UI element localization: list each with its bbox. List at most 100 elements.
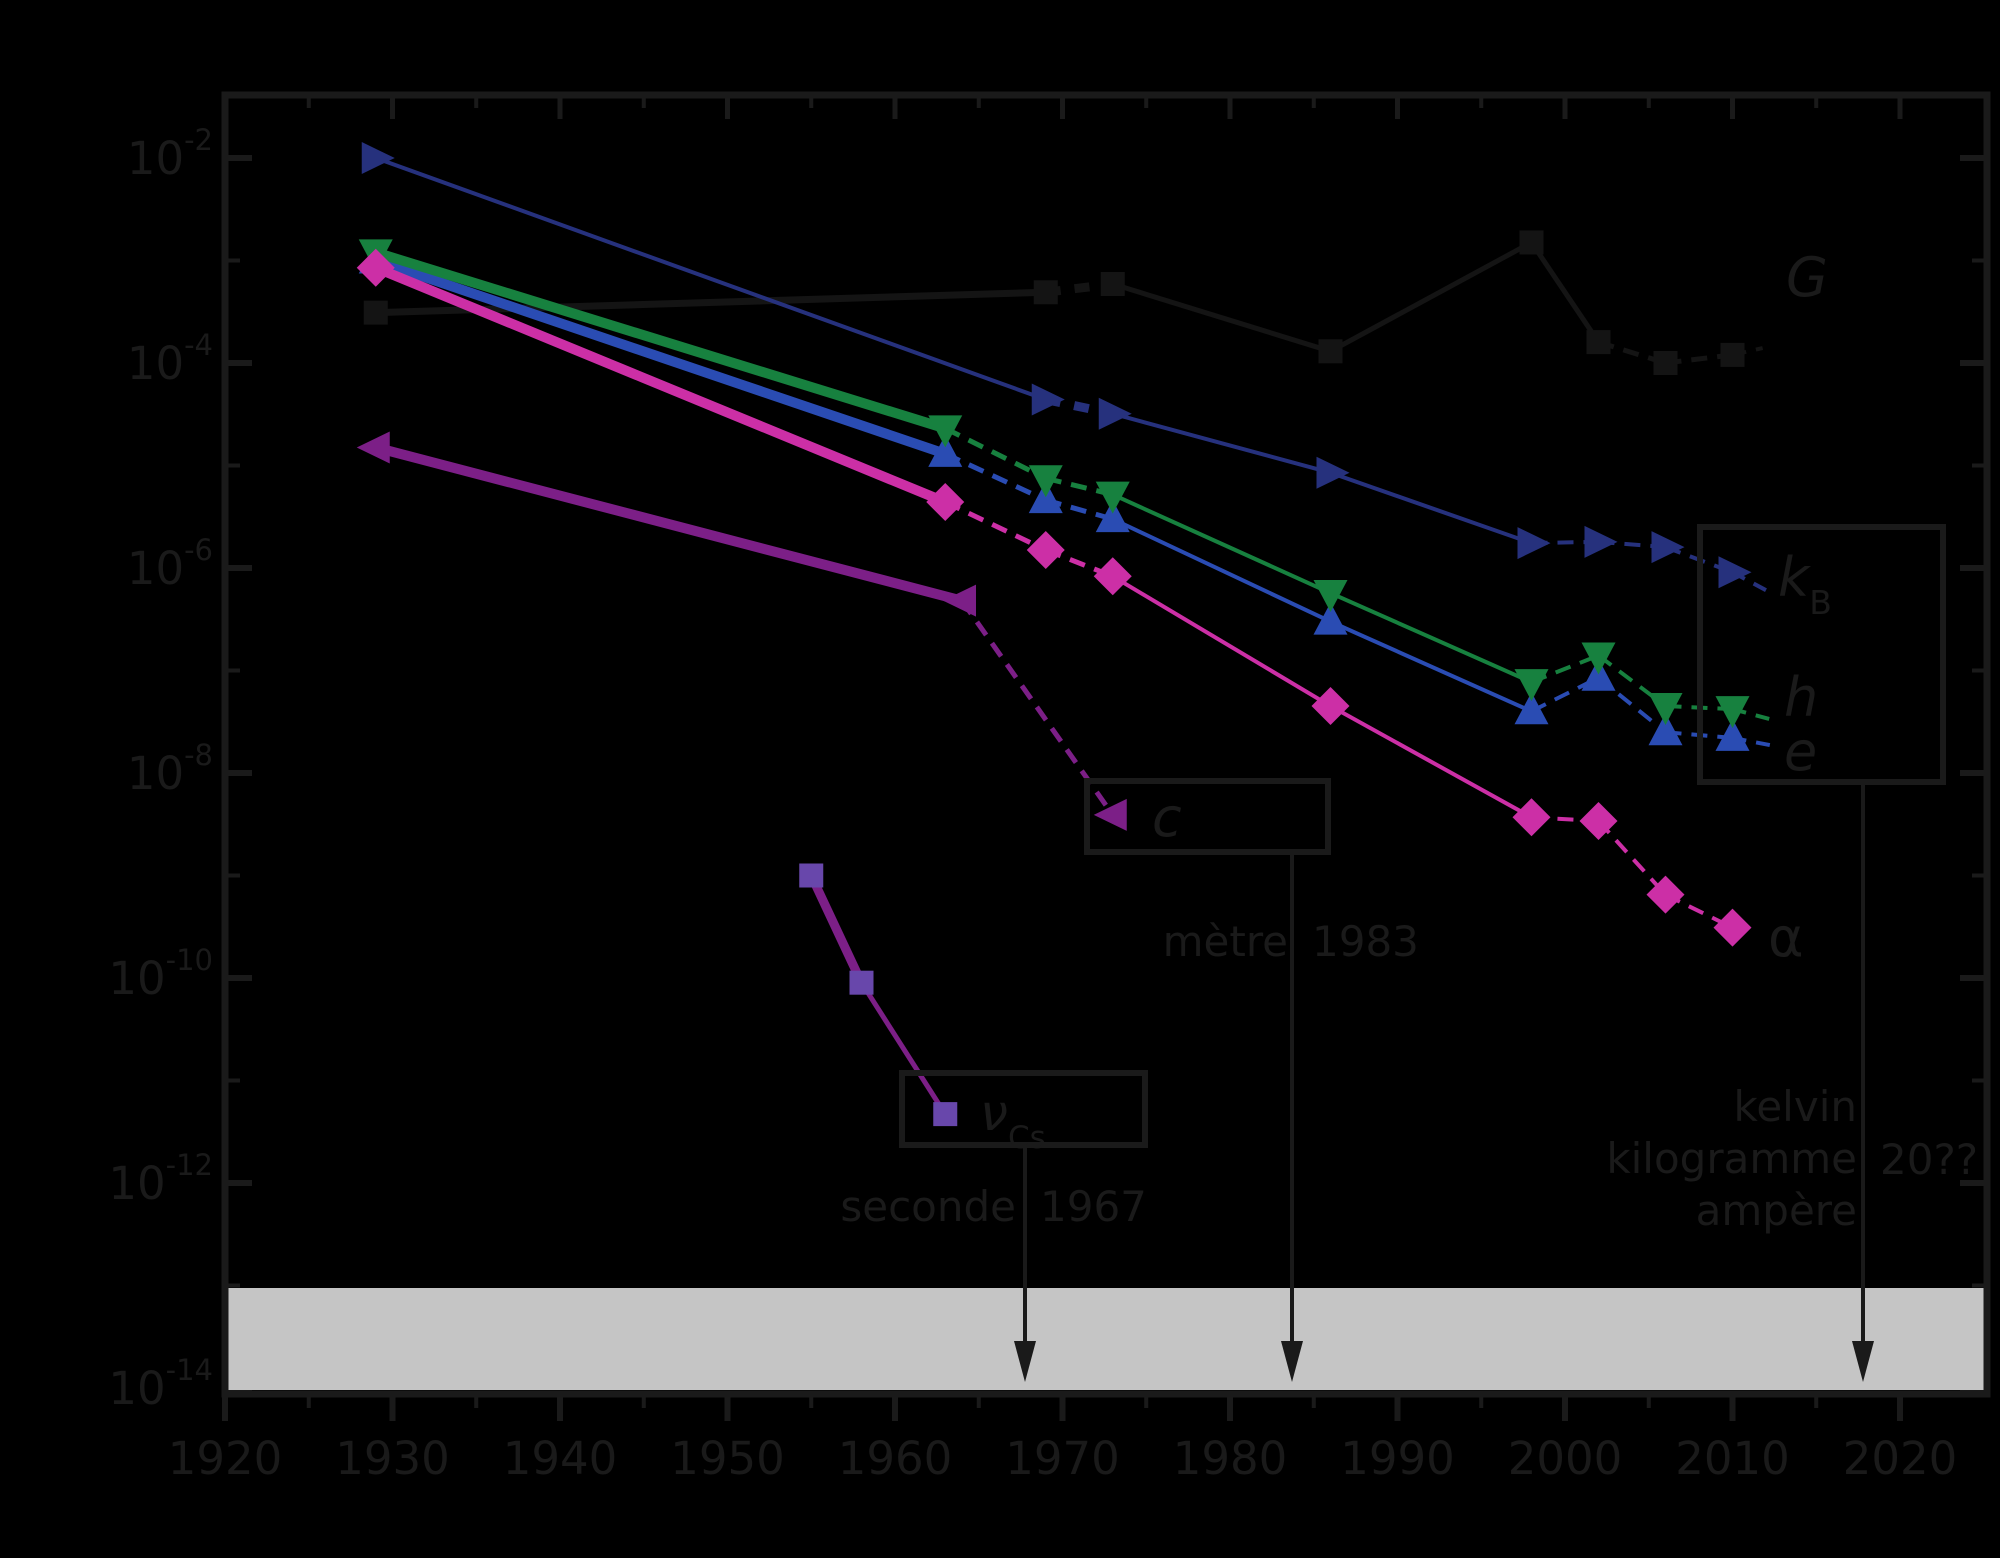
- marker-diamond-icon: [1311, 687, 1350, 726]
- x-tick-label: 1920: [168, 1432, 283, 1485]
- series-label-c: c: [1152, 786, 1182, 849]
- marker-diamond-icon: [1512, 798, 1551, 837]
- series-e-segment: [374, 255, 947, 459]
- series-G-segment: [1329, 240, 1533, 354]
- khe-box: [1697, 524, 1946, 785]
- kilogramme-label: kilogramme: [1606, 1134, 1857, 1183]
- marker-triangle-right-icon: [1651, 531, 1685, 564]
- series-h-segment: [374, 247, 947, 434]
- annotation-stems: [1014, 782, 1874, 1382]
- series-kB-segment: [375, 156, 1047, 402]
- metre-year: 1983: [1312, 917, 1419, 966]
- y-tick-label: 10-8: [127, 738, 213, 800]
- marker-triangle-left-icon: [356, 431, 390, 464]
- future-year: 20??: [1880, 1135, 1978, 1184]
- series-labels: GkB he α c νCs: [980, 246, 1832, 1156]
- nu-box-arrowhead-icon: [1014, 1341, 1036, 1382]
- series-h-segment: [1111, 492, 1332, 595]
- x-tick-label: 1930: [335, 1432, 450, 1485]
- target-uncertainty-band: [228, 1288, 1984, 1390]
- marker-triangle-left-icon: [1093, 798, 1127, 831]
- khe-box-arrowhead-icon: [1852, 1341, 1874, 1382]
- series-label-k: kB: [1778, 546, 1832, 622]
- series-G-segment: [1112, 281, 1332, 354]
- axis-ticks: [222, 97, 1985, 1421]
- marker-square-icon: [1653, 351, 1678, 375]
- marker-triangle-right-icon: [1584, 525, 1618, 558]
- marker-triangle-up-icon: [1581, 658, 1616, 691]
- series-nuCs: [799, 863, 958, 1127]
- series-label-ν: νCs: [980, 1084, 1046, 1156]
- series-G-segment: [1529, 241, 1601, 344]
- marker-triangle-down-icon: [1581, 642, 1616, 675]
- series-h-segment: [1597, 653, 1667, 708]
- series-label-α: α: [1768, 906, 1804, 969]
- x-tick-label: 2000: [1508, 1432, 1623, 1485]
- x-tick-labels: 1920 1930 1940 1950 1960 1970 1980 1990 2000 2010…: [168, 1432, 1958, 1485]
- marker-diamond-icon: [1579, 802, 1618, 841]
- marker-triangle-down-icon: [1028, 465, 1063, 498]
- marker-diamond-icon: [926, 483, 965, 522]
- marker-triangle-down-icon: [1313, 580, 1348, 613]
- y-tick-label: 10-10: [108, 943, 213, 1005]
- x-tick-label: 2010: [1675, 1432, 1790, 1485]
- marker-triangle-right-icon: [1031, 383, 1065, 416]
- marker-triangle-down-icon: [1514, 669, 1549, 702]
- marker-triangle-left-icon: [943, 584, 976, 617]
- marker-triangle-up-icon: [1313, 602, 1348, 635]
- marker-square-icon: [1033, 280, 1058, 305]
- marker-triangle-up-icon: [1514, 692, 1549, 725]
- series-kB: [361, 142, 1774, 596]
- series-label-h: h: [1784, 666, 1818, 729]
- series-kB-segment: [1329, 470, 1533, 545]
- marker-diamond-icon: [1646, 875, 1685, 914]
- x-tick-label: 1940: [503, 1432, 618, 1485]
- marker-triangle-down-icon: [1715, 696, 1750, 729]
- ampere-label: ampère: [1696, 1186, 1857, 1235]
- marker-square-icon: [799, 863, 824, 888]
- x-tick-label: 1990: [1340, 1432, 1455, 1485]
- series-e-segment: [1329, 619, 1533, 714]
- x-tick-label: 1960: [838, 1432, 953, 1485]
- x-tick-label: 1980: [1173, 1432, 1288, 1485]
- seconde-year: 1967: [1040, 1182, 1147, 1231]
- marker-diamond-icon: [1093, 557, 1132, 596]
- series-e-segment: [1111, 517, 1332, 624]
- annotation-boxes: [899, 524, 1946, 1148]
- marker-square-icon: [1519, 230, 1544, 255]
- marker-diamond-icon: [356, 248, 395, 287]
- nu-box: [899, 1070, 1148, 1148]
- series-alpha-segment: [1111, 574, 1332, 708]
- marker-square-icon: [1100, 271, 1125, 296]
- series-nuCs-segment: [859, 981, 948, 1116]
- marker-triangle-right-icon: [1517, 527, 1551, 560]
- series-alpha-segment: [944, 499, 1047, 553]
- series-kB-segment: [1112, 411, 1332, 475]
- marker-triangle-down-icon: [1648, 693, 1683, 726]
- kelvin-label: kelvin: [1734, 1082, 1857, 1131]
- marker-square-icon: [1318, 339, 1343, 364]
- marker-triangle-down-icon: [1095, 481, 1130, 514]
- series-nuCs-segment: [807, 873, 866, 985]
- marker-square-icon: [849, 970, 874, 995]
- marker-square-icon: [1586, 330, 1611, 355]
- y-tick-label: 10-14: [108, 1353, 213, 1415]
- series-h-segment: [944, 426, 1047, 481]
- y-tick-label: 10-12: [108, 1148, 213, 1210]
- marker-square-icon: [363, 300, 388, 325]
- marker-square-icon: [1720, 342, 1745, 367]
- marker-triangle-up-icon: [928, 434, 963, 467]
- marker-triangle-right-icon: [361, 142, 395, 174]
- marker-triangle-up-icon: [1715, 718, 1750, 751]
- x-tick-label: 1970: [1005, 1432, 1120, 1485]
- series-alpha-segment: [1597, 819, 1667, 897]
- series-c: [356, 431, 1127, 831]
- metre-label: mètre: [1163, 917, 1288, 966]
- series-label-e: e: [1784, 720, 1817, 783]
- marker-triangle-right-icon: [1316, 456, 1350, 489]
- series-label-G: G: [1786, 246, 1828, 309]
- marker-triangle-up-icon: [1648, 713, 1683, 746]
- series-c-segment: [374, 442, 964, 606]
